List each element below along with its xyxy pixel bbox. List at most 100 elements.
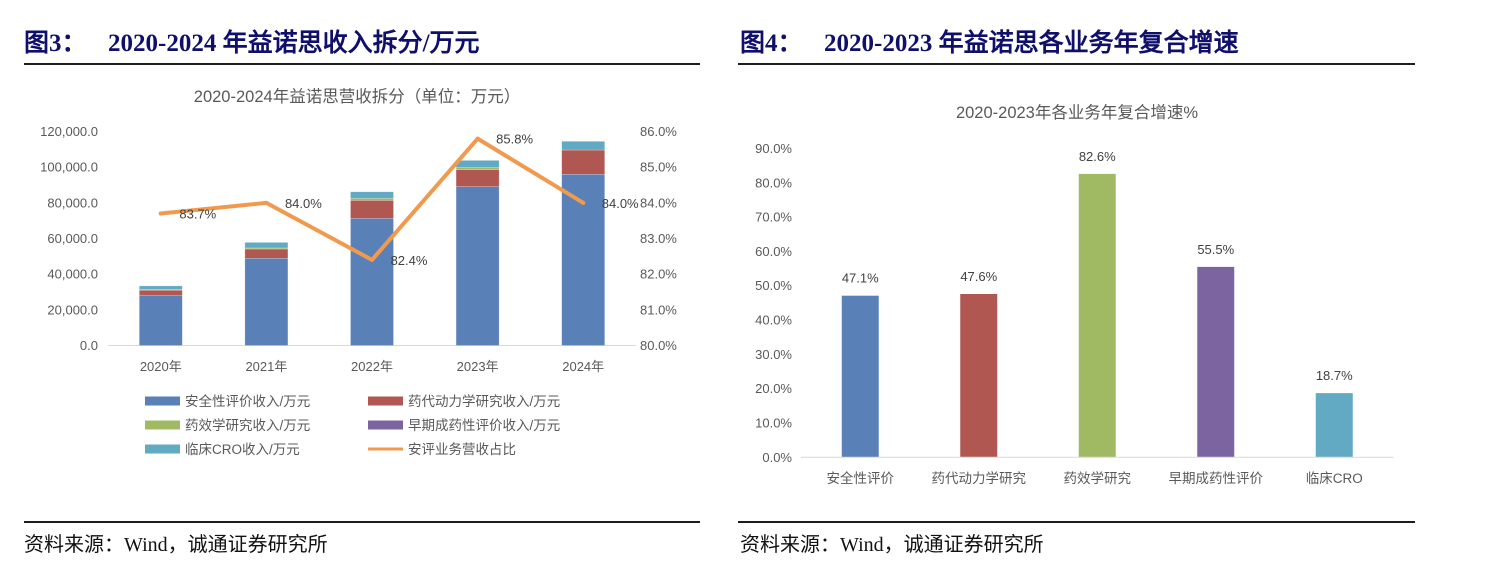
y-axis-tick-label: 70.0% xyxy=(755,210,792,225)
bar-segment xyxy=(561,149,606,175)
y-axis-tick-label: 30.0% xyxy=(755,347,792,362)
legend-label: 早期成药性评价收入/万元 xyxy=(408,418,560,433)
share-line-point xyxy=(158,211,163,216)
figure-3-bottom-rule xyxy=(24,521,700,523)
revenue-breakdown-chart: 2020-2024年益诺思营收拆分（单位：万元） 0.0 20,000.0 40,00… xyxy=(40,87,677,457)
x-axis-tick-label: 临床CRO xyxy=(1306,471,1363,486)
figure-3-heading: 图3： 2020-2024 年益诺思收入拆分/万元 xyxy=(24,27,480,61)
bar-segment xyxy=(561,141,606,151)
bar-data-label: 82.6% xyxy=(1079,149,1116,164)
bar-data-label: 18.7% xyxy=(1316,368,1353,383)
share-line-point xyxy=(370,257,374,262)
x-axis-tick-label: 2024年 xyxy=(562,359,604,374)
bar-segment xyxy=(455,169,500,187)
legend-item: 药代动力学研究收入/万元 xyxy=(368,394,560,409)
y2-axis-tick-label: 81.0% xyxy=(640,302,677,317)
bar-segment xyxy=(244,242,289,249)
x-axis-tick-label: 2020年 xyxy=(140,359,182,374)
y-axis-tick-label: 0.0 xyxy=(80,338,98,353)
legend-item: 临床CRO收入/万元 xyxy=(145,442,300,457)
x-axis-tick-label: 药代动力学研究 xyxy=(932,471,1027,486)
y-axis-tick-label: 10.0% xyxy=(755,415,792,430)
line-data-label: 84.0% xyxy=(285,196,322,211)
bar xyxy=(841,295,879,458)
y-axis-tick-label: 50.0% xyxy=(755,278,792,293)
legend-color-swatch xyxy=(368,420,403,430)
legend-color-swatch xyxy=(145,420,180,430)
x-axis-tick-label: 药效学研究 xyxy=(1064,471,1132,486)
bar-segment xyxy=(350,218,394,346)
legend-label: 临床CRO收入/万元 xyxy=(185,442,300,457)
x-axis-tick-label: 安全性评价 xyxy=(827,470,895,486)
line-data-label: 85.8% xyxy=(496,132,533,147)
legend-item: 安评业务营收占比 xyxy=(368,442,516,457)
figure-3-title: 2020-2024 年益诺思收入拆分/万元 xyxy=(108,30,480,57)
figure-4-label: 图4： xyxy=(740,30,803,57)
figure-4-bottom-rule xyxy=(738,521,1415,523)
legend-label: 安评业务营收占比 xyxy=(408,442,516,457)
legend-color-swatch xyxy=(145,444,180,454)
x-axis-tick-label: 早期成药性评价 xyxy=(1169,471,1264,486)
y-axis-tick-label: 100,000.0 xyxy=(40,160,98,175)
legend-item: 药效学研究收入/万元 xyxy=(145,418,310,433)
y-axis-tick-label: 0.0% xyxy=(762,450,792,465)
y-axis-tick-label: 60.0% xyxy=(755,244,792,259)
bar-segment xyxy=(350,200,394,219)
legend-color-swatch xyxy=(145,396,180,406)
bar-data-label: 55.5% xyxy=(1197,242,1234,257)
chart-title: 2020-2023年各业务年复合增速% xyxy=(956,103,1198,122)
bar-segment xyxy=(139,294,183,346)
y2-axis-tick-label: 85.0% xyxy=(640,160,677,175)
bar-segment xyxy=(139,289,183,296)
bar xyxy=(1315,393,1353,458)
bar xyxy=(1197,266,1235,458)
y-axis-tick-label: 40,000.0 xyxy=(47,267,98,282)
figure-4-title: 2020-2023 年益诺思各业务年复合增速 xyxy=(824,30,1239,57)
bar-segment xyxy=(455,186,500,346)
bar-data-label: 47.1% xyxy=(842,271,879,286)
line-data-label: 83.7% xyxy=(179,207,216,222)
y-axis-tick-label: 120,000.0 xyxy=(40,124,98,139)
y2-axis-tick-label: 82.0% xyxy=(640,267,677,282)
bar-segment xyxy=(561,174,606,346)
y2-axis-tick-label: 84.0% xyxy=(640,195,677,210)
y2-axis-tick-label: 83.0% xyxy=(640,231,677,246)
bar-segment xyxy=(244,248,289,259)
line-data-label: 82.4% xyxy=(391,253,428,268)
legend-label: 安全性评价收入/万元 xyxy=(185,393,310,409)
y-axis-tick-label: 20,000.0 xyxy=(47,302,98,317)
legend-label: 药代动力学研究收入/万元 xyxy=(408,394,560,409)
share-line-point xyxy=(581,200,586,205)
x-axis-tick-label: 2023年 xyxy=(457,359,499,374)
x-axis-tick-label: 2022年 xyxy=(351,359,393,374)
legend-item: 早期成药性评价收入/万元 xyxy=(368,418,560,433)
bar-segment xyxy=(139,285,183,290)
line-data-label: 84.0% xyxy=(602,196,639,211)
share-line-point xyxy=(475,136,480,141)
figure-4-top-rule xyxy=(738,63,1415,65)
bar-segment xyxy=(350,191,394,199)
y-axis-tick-label: 80,000.0 xyxy=(47,195,98,210)
cagr-chart: 2020-2023年各业务年复合增速% 0.0% 10.0% 20.0% 30.0% 40… xyxy=(755,103,1394,486)
bar-data-label: 47.6% xyxy=(960,269,997,284)
y2-axis-tick-label: 86.0% xyxy=(640,124,677,139)
y2-axis-tick-label: 80.0% xyxy=(640,338,677,353)
figure-3-top-rule xyxy=(24,63,700,65)
bar-segment xyxy=(455,160,500,168)
chart-title: 2020-2024年益诺思营收拆分（单位：万元） xyxy=(194,87,520,106)
legend-label: 药效学研究收入/万元 xyxy=(185,418,310,433)
y-axis-tick-label: 80.0% xyxy=(755,175,792,190)
x-axis-tick-label: 2021年 xyxy=(245,359,287,374)
bar xyxy=(960,293,998,458)
y-axis-tick-label: 20.0% xyxy=(755,381,792,396)
bar xyxy=(1078,173,1116,458)
legend-color-swatch xyxy=(368,396,403,406)
figure-3-source: 资料来源：Wind，诚通证券研究所 xyxy=(24,534,328,556)
bar-segment xyxy=(244,257,289,346)
figure-4-source: 资料来源：Wind，诚通证券研究所 xyxy=(740,534,1044,556)
y-axis-tick-label: 60,000.0 xyxy=(47,231,98,246)
share-line-point xyxy=(264,200,269,205)
legend-item: 安全性评价收入/万元 xyxy=(145,393,310,409)
figure-4-heading: 图4： 2020-2023 年益诺思各业务年复合增速 xyxy=(740,27,1239,61)
y-axis-tick-label: 90.0% xyxy=(755,141,792,156)
